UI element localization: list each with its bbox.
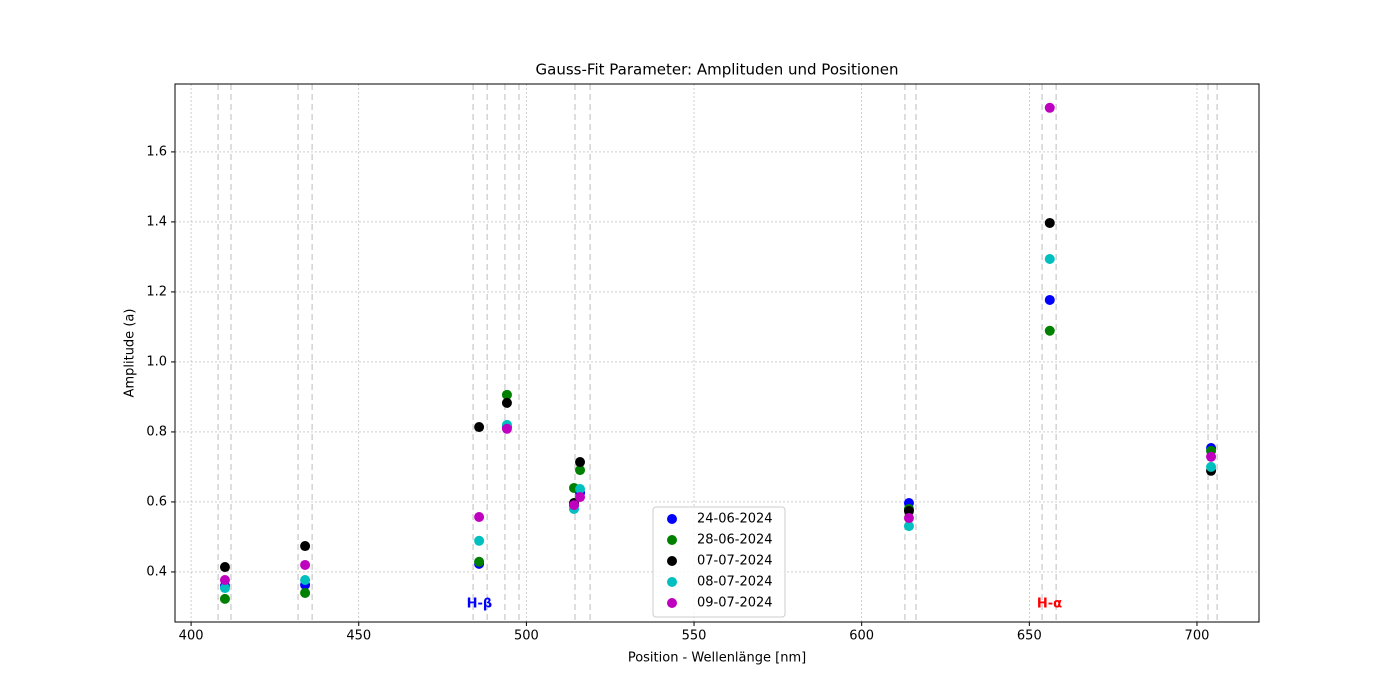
y-tick-label: 0.4 (146, 564, 167, 579)
x-tick-label: 450 (346, 629, 371, 644)
legend-box (652, 506, 786, 618)
point (300, 559, 311, 570)
point (300, 541, 311, 552)
legend: 24-06-2024 28-06-2024 07-07-2024 08-07-2024… (652, 506, 786, 618)
point (903, 513, 914, 524)
point (575, 465, 586, 476)
chart-title: Gauss-Fit Parameter: Amplituden und Posi… (536, 61, 899, 79)
point (219, 562, 230, 573)
point (1044, 217, 1055, 228)
y-tick-label: 1.0 (146, 354, 167, 369)
point (575, 492, 586, 503)
legend-marker (667, 556, 677, 566)
x-tick-label: 600 (849, 629, 874, 644)
legend-marker (667, 514, 677, 524)
y-tick-label: 0.6 (146, 494, 167, 509)
annotation: H-β (467, 596, 493, 611)
legend-marker (667, 598, 677, 608)
point (1044, 102, 1055, 113)
point (501, 423, 512, 434)
point (903, 521, 914, 532)
point (474, 535, 485, 546)
point (300, 574, 311, 585)
point (1206, 451, 1217, 462)
y-tick-label: 1.6 (146, 144, 167, 159)
y-tick-label: 0.8 (146, 424, 167, 439)
point (1044, 294, 1055, 305)
legend-marker (667, 577, 677, 587)
point (474, 511, 485, 522)
x-axis-label: Position - Wellenlänge [nm] (628, 651, 806, 666)
plot-frame (174, 83, 1260, 623)
legend-label: 08-07-2024 (697, 575, 773, 590)
point (1044, 254, 1055, 265)
point (219, 593, 230, 604)
annotation: H-α (1037, 596, 1062, 611)
legend-label: 24-06-2024 (697, 512, 773, 527)
legend-label: 07-07-2024 (697, 554, 773, 569)
y-tick-label: 1.2 (146, 284, 167, 299)
x-tick-label: 650 (1017, 629, 1042, 644)
point (300, 587, 311, 598)
point (575, 483, 586, 494)
point (474, 556, 485, 567)
point (1206, 461, 1217, 472)
y-tick-label: 1.4 (146, 214, 167, 229)
x-tick-label: 400 (179, 629, 204, 644)
legend-label: 09-07-2024 (697, 596, 773, 611)
x-tick-label: 700 (1185, 629, 1210, 644)
point (575, 457, 586, 468)
point (474, 422, 485, 433)
y-axis-label: Amplitude (a) (123, 309, 138, 398)
point (219, 574, 230, 585)
point (568, 500, 579, 511)
x-tick-label: 550 (682, 629, 707, 644)
point (219, 583, 230, 594)
legend-marker (667, 535, 677, 545)
legend-label: 28-06-2024 (697, 533, 773, 548)
point (501, 397, 512, 408)
point (903, 506, 914, 517)
x-tick-label: 500 (514, 629, 539, 644)
point (1044, 325, 1055, 336)
point (501, 389, 512, 400)
